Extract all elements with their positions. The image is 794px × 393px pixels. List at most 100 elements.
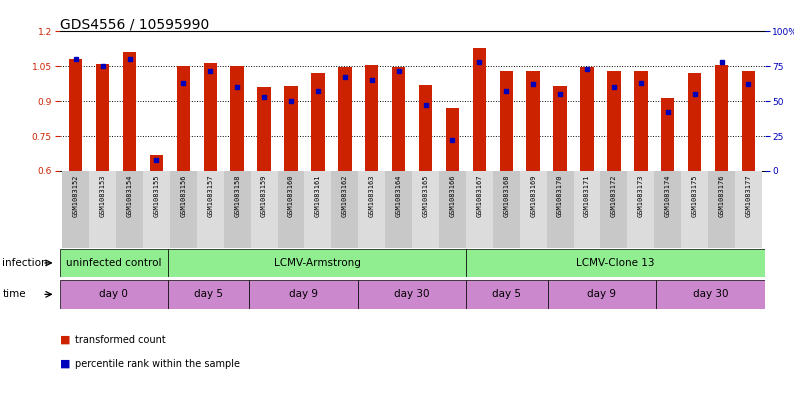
- Bar: [742, 71, 755, 171]
- Bar: [493, 171, 520, 248]
- Bar: [548, 280, 656, 309]
- Text: GSM1083162: GSM1083162: [341, 175, 348, 217]
- Bar: [257, 87, 271, 171]
- Bar: [60, 280, 168, 309]
- Bar: [331, 171, 358, 248]
- Text: GSM1083164: GSM1083164: [395, 175, 402, 217]
- Text: GSM1083154: GSM1083154: [126, 175, 133, 217]
- Bar: [89, 171, 116, 248]
- Text: LCMV-Armstrong: LCMV-Armstrong: [274, 258, 360, 268]
- Text: GSM1083174: GSM1083174: [665, 175, 671, 217]
- Bar: [116, 171, 143, 248]
- Bar: [634, 71, 648, 171]
- Bar: [251, 171, 278, 248]
- Text: day 5: day 5: [492, 289, 522, 299]
- Bar: [546, 171, 573, 248]
- Bar: [627, 171, 654, 248]
- Bar: [62, 171, 89, 248]
- Text: GSM1083153: GSM1083153: [99, 175, 106, 217]
- Bar: [526, 71, 540, 171]
- Text: GSM1083168: GSM1083168: [503, 175, 509, 217]
- Text: GSM1083171: GSM1083171: [584, 175, 590, 217]
- Text: GSM1083157: GSM1083157: [207, 175, 214, 217]
- Text: day 9: day 9: [289, 289, 318, 299]
- Bar: [365, 65, 379, 171]
- Text: transformed count: transformed count: [75, 335, 166, 345]
- Text: GSM1083172: GSM1083172: [611, 175, 617, 217]
- Text: day 30: day 30: [692, 289, 728, 299]
- Bar: [168, 249, 466, 277]
- Bar: [573, 171, 600, 248]
- Bar: [197, 171, 224, 248]
- Bar: [249, 280, 358, 309]
- Bar: [123, 52, 137, 171]
- Text: GSM1083169: GSM1083169: [530, 175, 536, 217]
- Bar: [600, 171, 627, 248]
- Bar: [143, 171, 170, 248]
- Bar: [715, 65, 728, 171]
- Bar: [278, 171, 304, 248]
- Bar: [466, 280, 548, 309]
- Bar: [412, 171, 439, 248]
- Bar: [304, 171, 331, 248]
- Bar: [358, 171, 385, 248]
- Text: percentile rank within the sample: percentile rank within the sample: [75, 358, 241, 369]
- Bar: [499, 71, 513, 171]
- Bar: [418, 85, 432, 171]
- Bar: [203, 63, 217, 171]
- Bar: [656, 280, 765, 309]
- Text: GDS4556 / 10595990: GDS4556 / 10595990: [60, 18, 209, 32]
- Bar: [580, 67, 594, 171]
- Bar: [338, 67, 352, 171]
- Bar: [520, 171, 546, 248]
- Text: GSM1083152: GSM1083152: [73, 175, 79, 217]
- Text: ■: ■: [60, 335, 70, 345]
- Text: ■: ■: [60, 358, 70, 369]
- Text: GSM1083167: GSM1083167: [476, 175, 483, 217]
- Bar: [224, 171, 251, 248]
- Text: GSM1083176: GSM1083176: [719, 175, 725, 217]
- Text: day 30: day 30: [395, 289, 430, 299]
- Bar: [385, 171, 412, 248]
- Bar: [466, 171, 493, 248]
- Text: GSM1083175: GSM1083175: [692, 175, 698, 217]
- Text: GSM1083165: GSM1083165: [422, 175, 429, 217]
- Bar: [654, 171, 681, 248]
- Bar: [358, 280, 466, 309]
- Text: day 9: day 9: [588, 289, 616, 299]
- Bar: [311, 73, 325, 171]
- Bar: [168, 280, 249, 309]
- Bar: [466, 249, 765, 277]
- Bar: [230, 66, 244, 171]
- Bar: [176, 66, 190, 171]
- Bar: [708, 171, 735, 248]
- Bar: [688, 73, 701, 171]
- Bar: [681, 171, 708, 248]
- Bar: [69, 59, 83, 171]
- Text: GSM1083177: GSM1083177: [746, 175, 751, 217]
- Bar: [96, 64, 110, 171]
- Bar: [60, 249, 168, 277]
- Text: day 5: day 5: [195, 289, 223, 299]
- Bar: [392, 67, 406, 171]
- Text: GSM1083159: GSM1083159: [261, 175, 267, 217]
- Bar: [150, 155, 163, 171]
- Bar: [439, 171, 466, 248]
- Text: GSM1083163: GSM1083163: [368, 175, 375, 217]
- Text: GSM1083166: GSM1083166: [449, 175, 456, 217]
- Bar: [170, 171, 197, 248]
- Bar: [284, 86, 298, 171]
- Bar: [553, 86, 567, 171]
- Text: uninfected control: uninfected control: [66, 258, 161, 268]
- Text: GSM1083173: GSM1083173: [638, 175, 644, 217]
- Text: time: time: [2, 289, 26, 299]
- Text: infection: infection: [2, 258, 48, 268]
- Text: GSM1083156: GSM1083156: [180, 175, 187, 217]
- Text: GSM1083158: GSM1083158: [234, 175, 240, 217]
- Bar: [607, 71, 621, 171]
- Text: GSM1083160: GSM1083160: [288, 175, 294, 217]
- Bar: [661, 98, 674, 171]
- Bar: [472, 48, 486, 171]
- Text: GSM1083155: GSM1083155: [153, 175, 160, 217]
- Bar: [445, 108, 459, 171]
